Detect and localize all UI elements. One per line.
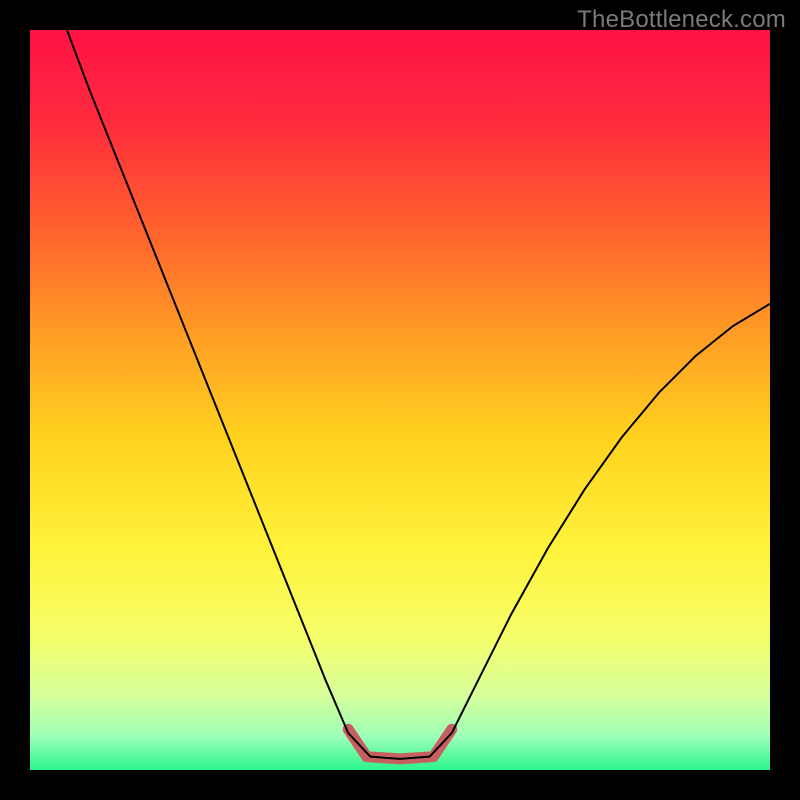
bottleneck-curve-plot (0, 0, 800, 800)
chart-frame: TheBottleneck.com (0, 0, 800, 800)
gradient-background (30, 30, 770, 770)
